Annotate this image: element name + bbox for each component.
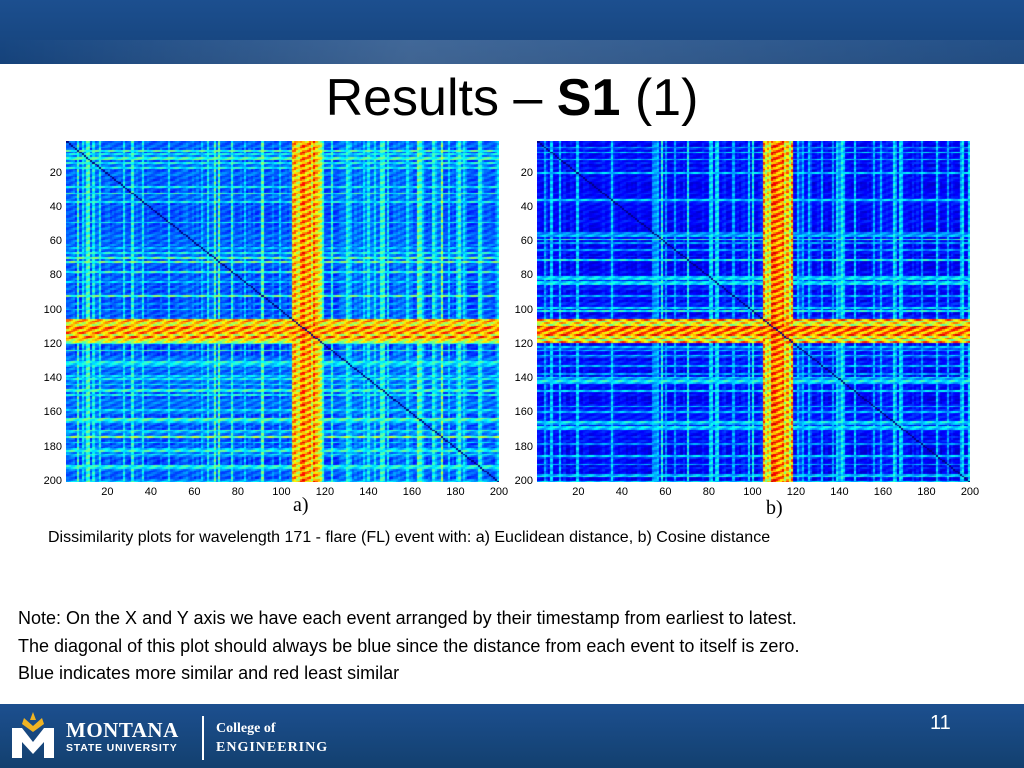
x-tick-label: 80 [702,486,716,498]
header-sheen [0,40,1024,64]
page-number: 11 [930,712,951,734]
x-tick-label: 140 [830,486,849,498]
x-tick-label: 80 [231,486,245,498]
note-line: Note: On the X and Y axis we have each e… [18,608,797,628]
y-tick-label: 80 [49,269,62,282]
footer-bar [0,704,1024,768]
title-bold: S1 [556,69,621,127]
y-tick-label: 120 [514,337,533,350]
msu-m-logo-icon [12,712,54,758]
y-tick-label: 140 [514,372,533,385]
x-tick-label: 20 [572,486,585,498]
x-tick-label: 60 [188,486,201,498]
y-tick-label: 160 [43,406,62,419]
note-line: Blue indicates more similar and red leas… [18,663,400,683]
x-tick-label: 40 [144,486,157,498]
x-tick-label: 120 [315,486,335,498]
y-tick-label: 60 [520,235,533,248]
y-tick-label: 100 [514,303,533,316]
title-suffix: (1) [620,69,699,127]
title-prefix: Results – [325,69,557,127]
x-tick-label: 100 [272,486,291,498]
y-tick-label: 100 [43,303,62,316]
y-tick-label: 200 [514,475,533,487]
x-tick-label: 180 [446,486,465,498]
college-name: ENGINEERING [216,740,329,755]
x-tick-label: 160 [873,486,893,498]
note-text: Note: On the X and Y axis we have each e… [18,605,799,688]
x-tick-label: 140 [359,486,378,498]
y-tick-label: 120 [43,337,62,350]
y-tick-label: 20 [520,166,533,179]
y-tick-label: 140 [43,372,62,385]
header-bar [0,0,1024,64]
x-tick-label: 100 [743,486,762,498]
heatmap-canvas [66,141,499,482]
y-tick-label: 20 [49,166,62,179]
y-tick-label: 40 [49,200,62,213]
x-tick-label: 200 [489,486,509,498]
heatmap-cosine: 20 40 60 80 100 120 140 160 180 200 20 40 60 80 100 120… [515,141,979,498]
x-tick-label: 40 [615,486,628,498]
x-tick-label: 60 [659,486,672,498]
slide-title: Results – S1 (1) [0,66,1024,130]
figure-caption: Dissimilarity plots for wavelength 171 -… [48,529,771,546]
note-line: The diagonal of this plot should always … [18,635,800,656]
y-tick-label: 60 [49,235,62,248]
panel-label-a: a) [293,494,309,516]
y-tick-label: 160 [514,406,533,419]
y-tick-label: 180 [514,440,533,453]
heatmap-canvas [537,141,970,482]
y-tick-label: 180 [43,440,62,453]
x-tick-label: 200 [960,486,980,498]
x-tick-label: 20 [101,486,114,498]
college-label: College of [216,721,276,736]
x-tick-label: 120 [786,486,806,498]
x-tick-label: 160 [402,486,422,498]
y-tick-label: 80 [520,269,533,282]
university-subtitle: STATE UNIVERSITY [66,742,178,754]
university-name: MONTANA [66,718,179,742]
y-tick-label: 40 [520,200,533,213]
x-tick-label: 180 [917,486,936,498]
panel-label-b: b) [766,497,783,519]
footer-divider [202,716,204,760]
heatmap-euclidean: 20 40 60 80 100 120 140 160 180 200 20 40 60 80 100 120… [44,141,508,498]
y-tick-label: 200 [43,475,62,487]
